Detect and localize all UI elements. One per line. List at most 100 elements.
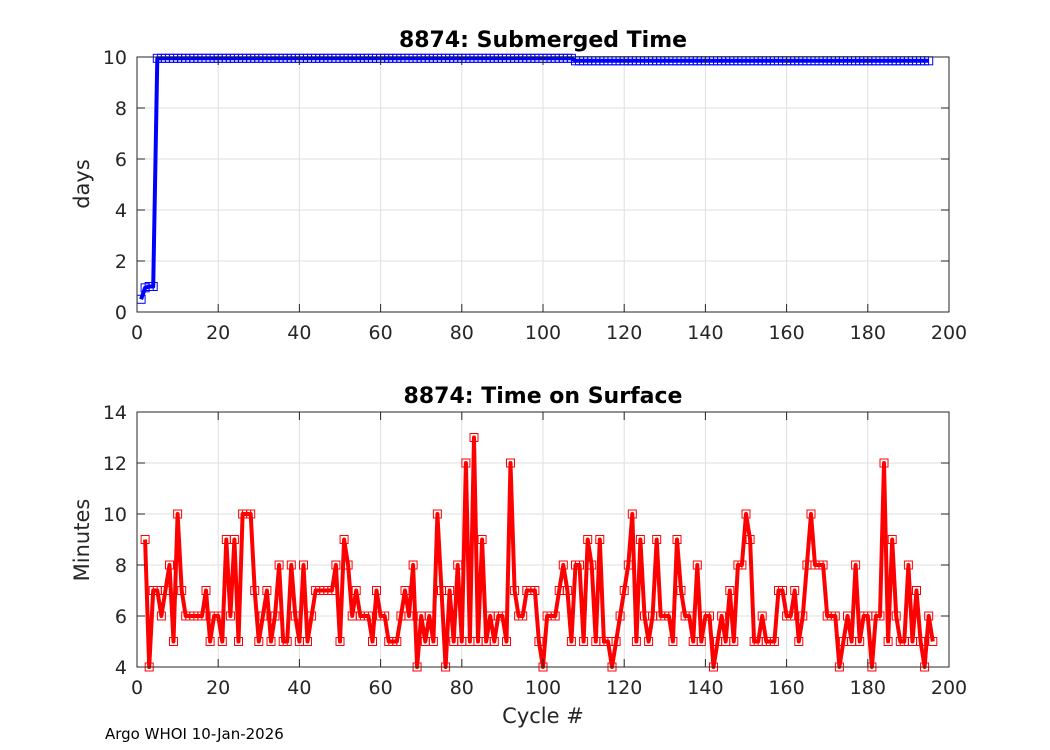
data-point: [769, 637, 779, 646]
data-point: [197, 611, 207, 621]
data-point: [217, 637, 227, 646]
data-point: [891, 611, 901, 621]
data-point: [635, 535, 645, 544]
tick-labels: 0 20 40 60 80 100 120 140 160 180 200 0 2 4 6 8 10: [103, 47, 967, 344]
y-tick-label: 6: [115, 606, 127, 628]
y-tick-label: 8: [115, 98, 127, 120]
data-point: [266, 637, 276, 646]
series-line: [143, 435, 935, 669]
data-point: [558, 560, 568, 570]
y-tick-label: 0: [115, 302, 127, 324]
data-point: [502, 637, 511, 646]
data-point: [928, 637, 938, 646]
data-point: [676, 586, 686, 595]
y-tick-label: 2: [115, 251, 127, 273]
data-point: [717, 611, 727, 621]
data-point: [339, 535, 349, 544]
submerged-time-panel: 0 20 40 60 80 100 120 140 160 180 200 0 2 4 6 8 10 8874:…: [70, 28, 967, 344]
y-tick-label: 4: [115, 200, 127, 222]
x-tick-label: 100: [525, 677, 561, 699]
data-point: [619, 586, 629, 595]
data-point: [684, 611, 694, 621]
data-point: [160, 586, 170, 595]
y-tick-label: 10: [103, 47, 127, 69]
data-point: [343, 560, 353, 570]
data-point: [566, 637, 576, 646]
chart-title: 8874: Time on Surface: [404, 384, 683, 409]
x-tick-label: 140: [687, 677, 723, 699]
data-point: [408, 560, 418, 570]
data-point: [757, 611, 767, 621]
data-point: [229, 535, 239, 544]
data-point: [778, 586, 787, 595]
data-point: [851, 560, 861, 570]
y-tick-label: 6: [115, 149, 127, 171]
data-point: [372, 586, 381, 595]
data-point: [786, 611, 796, 621]
data-point: [274, 560, 284, 570]
y-axis-label: Minutes: [70, 499, 94, 582]
data-point: [579, 637, 589, 646]
data-point: [745, 535, 755, 544]
x-tick-label: 120: [606, 677, 642, 699]
data-point: [575, 560, 584, 570]
data-point: [234, 637, 243, 646]
data-point: [611, 637, 621, 646]
data-point: [404, 611, 414, 621]
y-tick-label: 12: [103, 453, 127, 475]
x-tick-label: 80: [450, 677, 474, 699]
data-point: [912, 586, 921, 595]
data-point: [562, 586, 572, 595]
data-point: [173, 509, 183, 519]
x-tick-label: 200: [931, 322, 967, 344]
data-point: [664, 611, 674, 621]
x-tick-label: 200: [931, 677, 967, 699]
data-point: [205, 637, 215, 646]
y-tick-label: 4: [115, 657, 127, 679]
data-point: [400, 586, 410, 595]
x-tick-label: 40: [287, 677, 311, 699]
x-tick-label: 100: [525, 322, 561, 344]
data-point: [583, 535, 593, 544]
data-point: [696, 637, 706, 646]
y-tick-label: 14: [103, 402, 127, 424]
data-point: [879, 458, 889, 468]
data-point: [461, 458, 471, 468]
data-point: [497, 611, 507, 621]
data-point: [290, 611, 300, 621]
data-point: [794, 637, 804, 646]
data-point: [741, 509, 751, 519]
y-tick-label: 8: [115, 555, 127, 577]
data-point: [510, 586, 520, 595]
data-point: [270, 611, 280, 621]
data-point: [924, 611, 934, 621]
data-point: [286, 560, 296, 570]
data-point: [550, 611, 560, 621]
data-point: [790, 586, 800, 595]
data-point: [668, 637, 678, 646]
data-point: [363, 611, 373, 621]
data-point: [140, 535, 150, 544]
x-tick-label: 0: [131, 322, 143, 344]
data-point: [165, 560, 174, 570]
data-point: [262, 586, 272, 595]
data-point: [644, 637, 654, 646]
data-point: [631, 637, 641, 646]
x-tick-label: 0: [131, 677, 143, 699]
data-point: [327, 586, 337, 595]
x-tick-label: 180: [850, 677, 886, 699]
data-point: [156, 611, 166, 621]
data-point: [692, 560, 702, 570]
data-point: [843, 611, 852, 621]
data-point: [428, 637, 438, 646]
data-point: [469, 433, 479, 442]
x-tick-label: 140: [687, 322, 723, 344]
data-point: [424, 611, 434, 621]
data-point: [705, 611, 714, 621]
data-point: [351, 586, 361, 595]
data-point: [916, 637, 926, 646]
data-point: [445, 586, 455, 595]
data-point: [798, 611, 808, 621]
x-tick-label: 20: [206, 677, 230, 699]
